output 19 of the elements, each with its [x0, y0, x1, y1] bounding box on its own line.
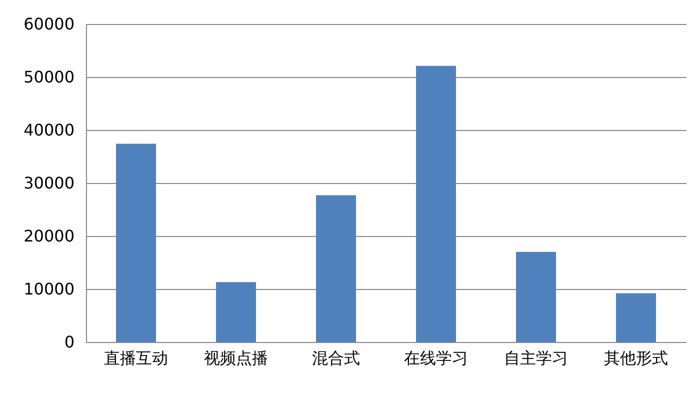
x-tick-label: 视频点播: [204, 348, 268, 368]
bar: [216, 282, 256, 342]
y-tick-label: 60000: [24, 14, 74, 34]
bar: [416, 66, 456, 342]
x-tick-label: 直播互动: [104, 348, 168, 368]
bar: [616, 293, 656, 342]
bar: [116, 144, 156, 342]
bar: [516, 252, 556, 342]
y-tick-label: 0: [64, 332, 74, 352]
bar: [316, 195, 356, 342]
x-tick-label: 自主学习: [504, 348, 568, 368]
x-tick-label: 其他形式: [604, 348, 668, 368]
x-tick-label: 在线学习: [404, 348, 468, 368]
y-tick-label: 10000: [24, 280, 74, 298]
y-tick-label: 50000: [24, 68, 74, 86]
y-tick-label: 20000: [24, 226, 74, 246]
y-tick-label: 40000: [24, 120, 74, 140]
x-tick-label: 混合式: [312, 348, 360, 368]
y-tick-label: 30000: [24, 174, 74, 192]
